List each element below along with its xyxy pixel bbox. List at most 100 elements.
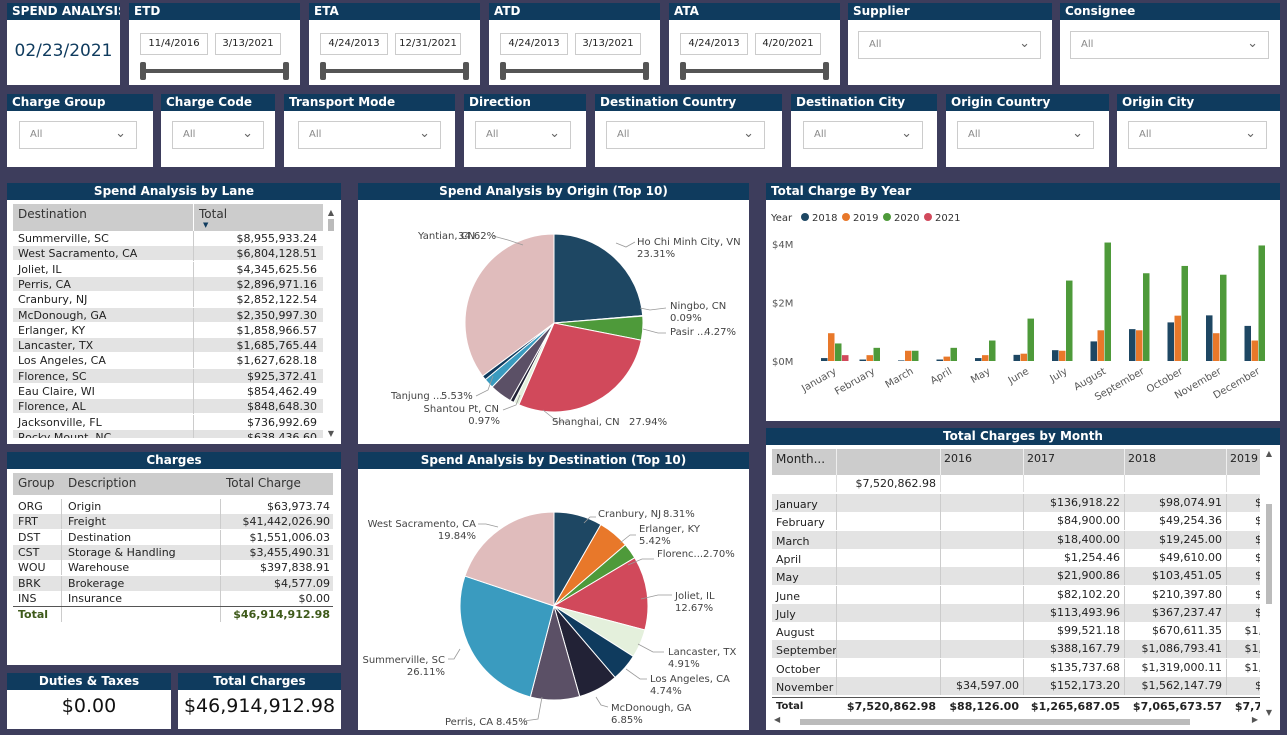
bar[interactable] <box>835 343 842 361</box>
bar[interactable] <box>828 333 835 361</box>
lane-scrollbar[interactable]: ▲ ▼ <box>327 208 335 438</box>
legend-label[interactable]: 2019 <box>853 213 878 224</box>
table-row[interactable]: DST Destination $1,551,006.03 <box>13 529 333 545</box>
table-row[interactable]: Rocky Mount, NC $638,436.60 <box>13 429 323 438</box>
table-row[interactable]: West Sacramento, CA $6,804,128.51 <box>13 246 323 262</box>
legend-label[interactable]: 2020 <box>894 213 919 224</box>
bar[interactable] <box>1052 350 1059 361</box>
date-from-input[interactable]: 4/24/2013 <box>320 33 388 55</box>
bar[interactable] <box>1213 333 1220 361</box>
bar[interactable] <box>943 356 951 361</box>
charges-col-description[interactable]: Description <box>68 476 137 490</box>
table-row[interactable]: September $388,167.79 $1,086,793.41 $1, <box>772 640 1260 659</box>
date-slider-handle-start[interactable] <box>500 62 506 80</box>
pie-slice[interactable] <box>518 322 642 413</box>
matrix-col-year[interactable]: 2018 <box>1128 452 1156 465</box>
bar[interactable] <box>912 350 919 361</box>
table-row[interactable]: CST Storage & Handling $3,455,490.31 <box>13 544 333 560</box>
legend-swatch[interactable] <box>924 213 932 221</box>
bar[interactable] <box>1244 325 1252 361</box>
pie-slice[interactable] <box>464 511 555 607</box>
bar[interactable] <box>1136 330 1143 361</box>
charges-col-group[interactable]: Group <box>18 476 55 490</box>
legend-swatch[interactable] <box>842 213 850 221</box>
filter-dropdown[interactable]: All ⌄ <box>298 121 441 149</box>
bar[interactable] <box>898 360 905 361</box>
matrix-vscroll[interactable]: ▲ ▼ <box>1264 449 1274 717</box>
matrix-col-year[interactable]: 2019 <box>1230 452 1258 465</box>
scroll-thumb[interactable] <box>800 719 1190 725</box>
table-row[interactable]: Summerville, SC $8,955,933.24 <box>13 231 323 246</box>
date-from-input[interactable]: 11/4/2016 <box>140 33 208 55</box>
bar[interactable] <box>989 340 996 361</box>
date-slider-handle-end[interactable] <box>643 62 649 80</box>
table-row[interactable]: Joliet, IL $4,345,625.56 <box>13 261 323 277</box>
bar[interactable] <box>975 358 982 361</box>
matrix-hscroll[interactable]: ◀ ▶ <box>772 715 1260 727</box>
filter-dropdown[interactable]: All ⌄ <box>19 121 137 149</box>
year-bar-chart[interactable]: Year 2018 2019 2020 2021 $0M $2M $4M JanuaryFebr… <box>766 200 1280 421</box>
table-row[interactable]: March $18,400.00 $19,245.00 $ <box>772 530 1260 549</box>
bar[interactable] <box>1090 341 1098 361</box>
matrix-col-year[interactable]: 2017 <box>1027 452 1055 465</box>
date-slider-handle-start[interactable] <box>140 62 146 80</box>
table-row[interactable]: November $34,597.00 $152,173.20 $1,562,147.… <box>772 677 1260 695</box>
table-row[interactable]: Florence, SC $925,372.41 <box>13 368 323 384</box>
table-row[interactable]: April $1,254.46 $49,610.00 $ <box>772 548 1260 567</box>
table-row[interactable]: Florence, AL $848,648.30 <box>13 399 323 415</box>
table-row[interactable]: WOU Warehouse $397,838.91 <box>13 560 333 576</box>
date-to-input[interactable]: 3/13/2021 <box>215 33 281 55</box>
consignee-dropdown[interactable]: All ⌄ <box>1070 31 1269 59</box>
date-to-input[interactable]: 12/31/2021 <box>395 33 461 55</box>
date-to-input[interactable]: 4/20/2021 <box>755 33 821 55</box>
table-row[interactable]: Perris, CA $2,896,971.16 <box>13 276 323 292</box>
date-slider-handle-end[interactable] <box>283 62 289 80</box>
scroll-thumb[interactable] <box>1266 504 1272 604</box>
date-to-input[interactable]: 3/13/2021 <box>575 33 641 55</box>
pie-slice[interactable] <box>464 233 555 377</box>
filter-dropdown[interactable]: All ⌄ <box>172 121 264 149</box>
bar[interactable] <box>1027 318 1035 361</box>
charges-col-total[interactable]: Total Charge <box>226 476 301 490</box>
legend-label[interactable]: 2021 <box>935 213 960 224</box>
legend-swatch[interactable] <box>883 213 891 221</box>
bar[interactable] <box>1097 330 1105 361</box>
table-row[interactable]: ORG Origin $63,973.74 <box>13 499 333 514</box>
matrix-col-year[interactable]: 2016 <box>944 452 972 465</box>
legend-swatch[interactable] <box>801 213 809 221</box>
bar[interactable] <box>905 350 912 361</box>
bar[interactable] <box>842 355 849 361</box>
bar[interactable] <box>1258 245 1266 361</box>
table-row[interactable]: Eau Claire, WI $854,462.49 <box>13 384 323 399</box>
date-slider-track[interactable] <box>501 69 648 73</box>
bar[interactable] <box>936 359 944 361</box>
bar[interactable] <box>1020 353 1028 361</box>
table-row[interactable]: INS Insurance $0.00 <box>13 590 333 606</box>
table-row[interactable]: May $21,900.86 $103,451.05 $ <box>772 567 1260 586</box>
table-row[interactable]: January $136,918.22 $98,074.91 $ <box>772 494 1260 512</box>
bar[interactable] <box>1220 274 1227 361</box>
bar[interactable] <box>1129 329 1136 361</box>
bar[interactable] <box>1066 280 1073 361</box>
date-slider-track[interactable] <box>321 69 468 73</box>
bar[interactable] <box>1167 322 1175 361</box>
pie-slice[interactable] <box>553 233 644 324</box>
destination-pie-chart[interactable]: Cranbury, NJ 8.31% Erlanger, KY5.42% Floren… <box>358 469 749 730</box>
filter-dropdown[interactable]: All ⌄ <box>606 121 765 149</box>
bar[interactable] <box>1143 273 1150 361</box>
date-slider-track[interactable] <box>681 69 828 73</box>
bar[interactable] <box>982 355 989 361</box>
bar[interactable] <box>1206 315 1213 361</box>
table-row[interactable]: Lancaster, TX $1,685,765.44 <box>13 338 323 354</box>
matrix-col-month[interactable]: Month... <box>776 452 826 466</box>
bar[interactable] <box>1181 265 1189 361</box>
table-row[interactable]: August $99,521.18 $670,611.35 $1, <box>772 622 1260 641</box>
date-slider-handle-start[interactable] <box>320 62 326 80</box>
date-slider-handle-end[interactable] <box>823 62 829 80</box>
date-slider-handle-end[interactable] <box>463 62 469 80</box>
filter-dropdown[interactable]: All ⌄ <box>475 121 571 149</box>
table-row[interactable]: McDonough, GA $2,350,997.30 <box>13 307 323 323</box>
pie-slice[interactable] <box>459 575 555 698</box>
supplier-dropdown[interactable]: All ⌄ <box>858 31 1041 59</box>
